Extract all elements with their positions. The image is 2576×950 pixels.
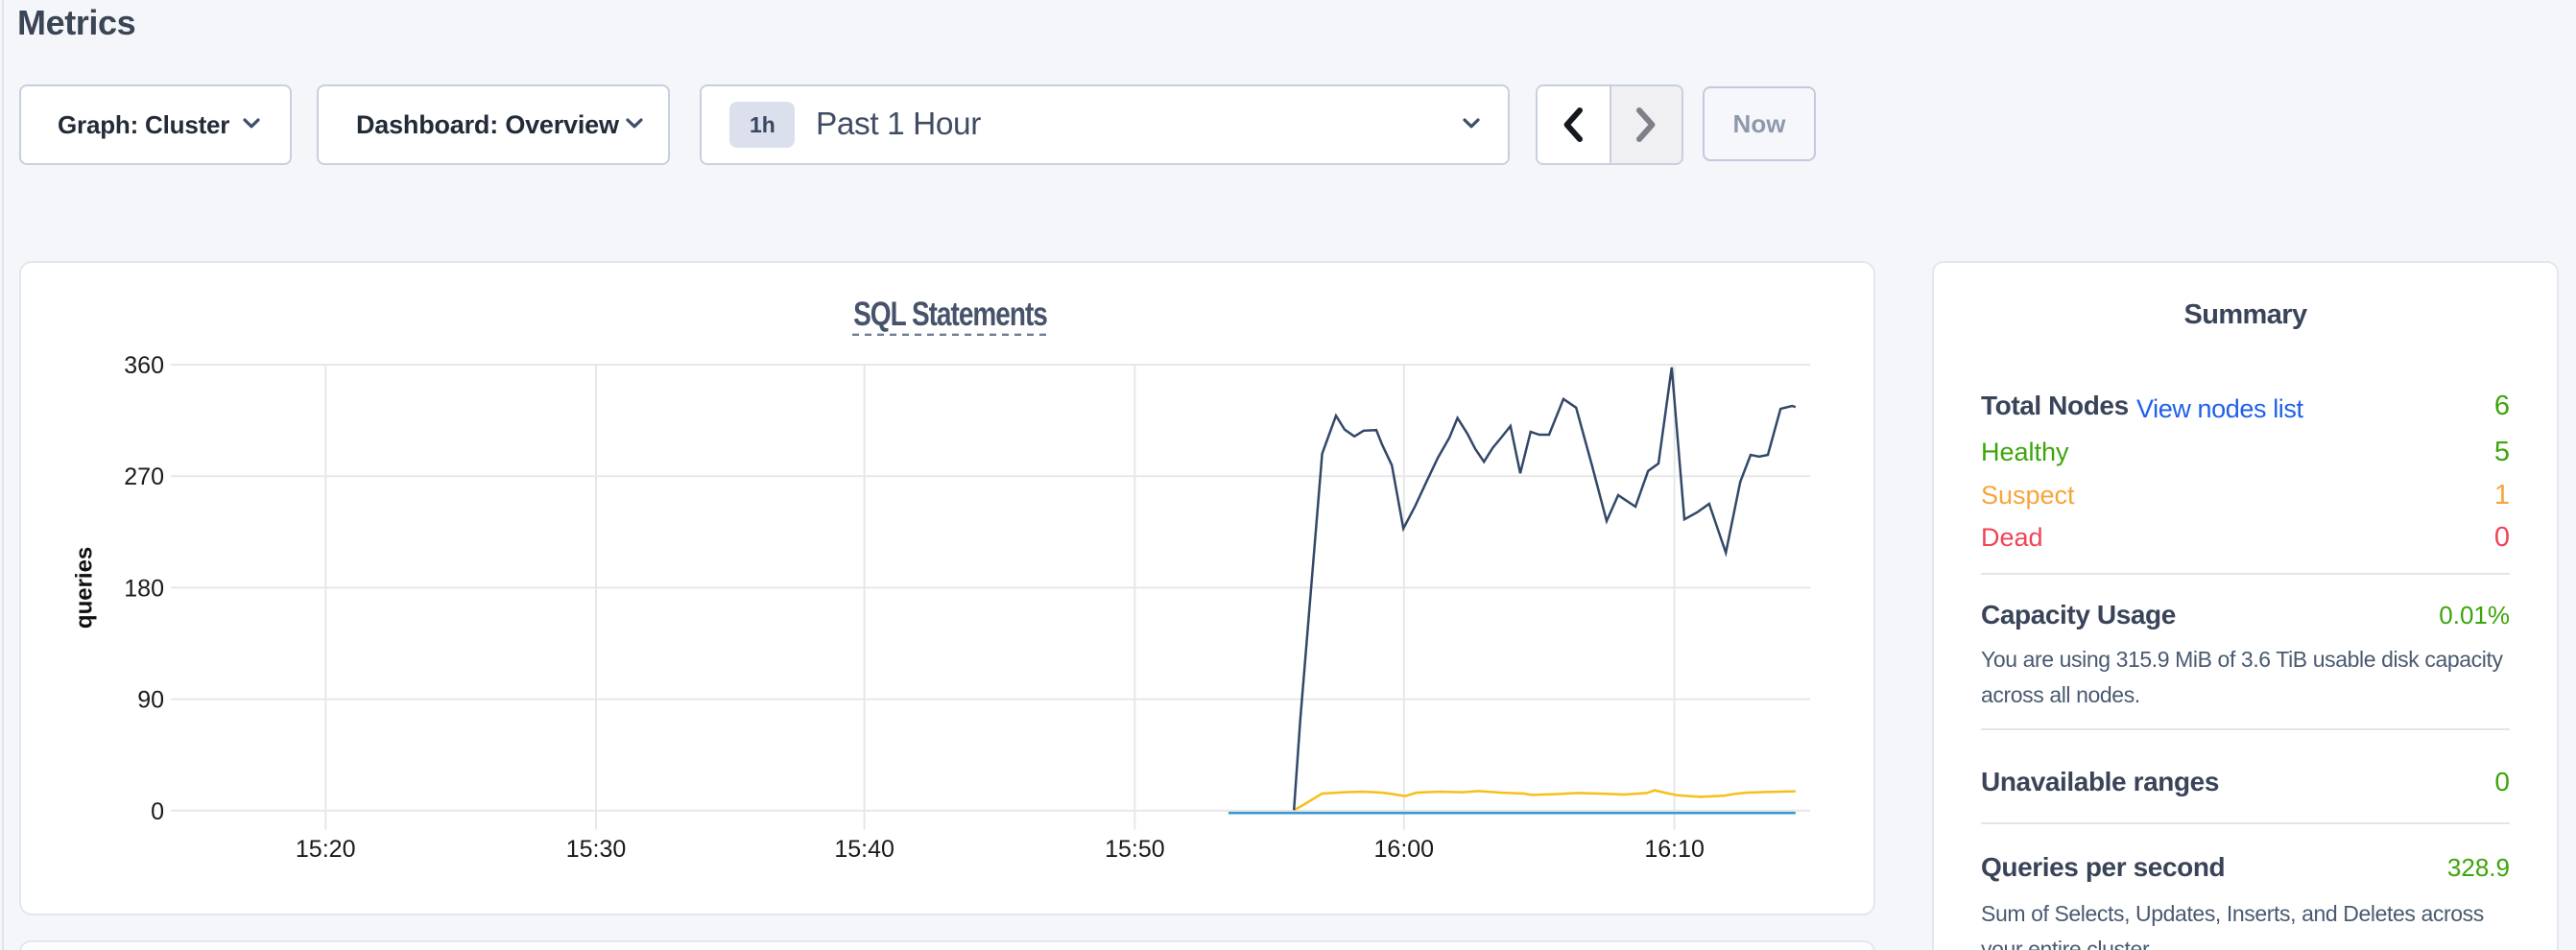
svg-text:16:10: 16:10 xyxy=(1644,836,1705,863)
svg-text:0: 0 xyxy=(151,798,164,825)
svg-text:15:40: 15:40 xyxy=(834,836,894,863)
svg-text:15:30: 15:30 xyxy=(566,836,627,863)
svg-text:16:00: 16:00 xyxy=(1374,836,1435,863)
svg-text:queries: queries xyxy=(72,547,98,629)
svg-text:15:50: 15:50 xyxy=(1105,836,1165,863)
svg-text:270: 270 xyxy=(124,463,164,490)
svg-text:SQL Statements: SQL Statements xyxy=(853,295,1047,333)
svg-text:15:20: 15:20 xyxy=(296,836,356,863)
svg-text:180: 180 xyxy=(124,575,164,602)
svg-text:90: 90 xyxy=(137,687,164,714)
svg-text:360: 360 xyxy=(124,352,164,379)
